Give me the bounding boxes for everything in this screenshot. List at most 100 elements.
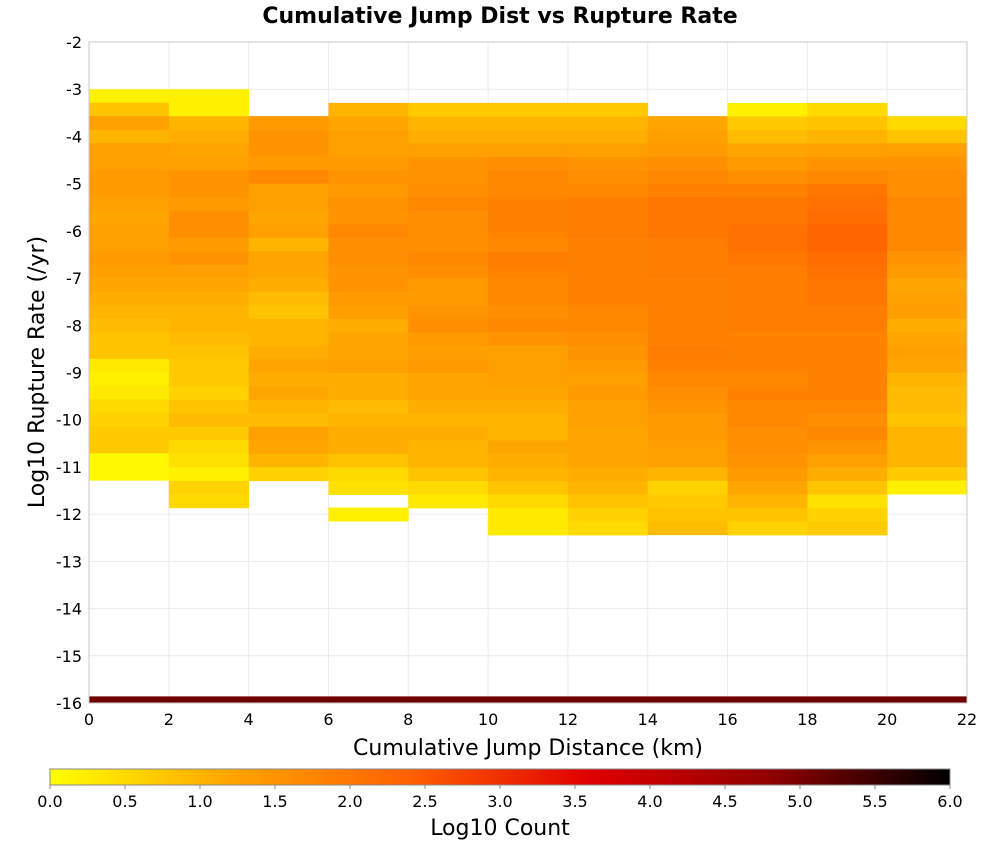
heatmap-cell <box>408 224 489 239</box>
heatmap-cell <box>89 426 170 441</box>
heatmap-cell <box>727 494 808 509</box>
heatmap-cell <box>408 480 489 495</box>
heatmap-cell <box>647 453 728 468</box>
heatmap-cell <box>727 102 808 117</box>
heatmap-cell <box>567 399 649 414</box>
heatmap-cell <box>807 305 888 320</box>
heatmap-cell <box>567 426 649 441</box>
x-tick-label: 14 <box>638 710 658 729</box>
heatmap-cell <box>887 156 968 171</box>
heatmap-cell <box>89 156 170 171</box>
heatmap-cell <box>727 386 808 401</box>
heatmap-cell <box>647 426 728 441</box>
x-tick-label: 16 <box>717 710 737 729</box>
heatmap-cell <box>727 521 808 536</box>
heatmap-cell <box>408 453 489 468</box>
heatmap-cell <box>647 143 728 158</box>
heatmap-cell <box>727 116 808 131</box>
heatmap-cell <box>408 332 489 347</box>
heatmap-cell <box>488 224 569 239</box>
heatmap-cell <box>248 332 329 347</box>
heatmap-cell <box>807 156 888 171</box>
y-tick-label: -11 <box>56 458 82 477</box>
heatmap-cell <box>727 251 808 266</box>
heatmap-cell <box>887 359 968 374</box>
y-tick-label: -12 <box>56 505 82 524</box>
heatmap-cell <box>727 372 808 387</box>
heatmap-cell <box>328 467 409 482</box>
x-tick-label: 18 <box>797 710 817 729</box>
heatmap-cell <box>807 440 888 455</box>
heatmap-cell <box>647 197 728 212</box>
y-tick-label: -2 <box>66 33 82 52</box>
heatmap-cell <box>727 278 808 293</box>
heatmap-cell <box>168 399 250 414</box>
heatmap-cell <box>168 372 250 387</box>
heatmap-cell <box>168 143 250 158</box>
heatmap-cell <box>567 480 649 495</box>
heatmap-cell <box>647 413 728 428</box>
y-tick-label: -16 <box>56 694 82 713</box>
heatmap-cell <box>807 372 888 387</box>
heatmap-cell <box>89 305 170 320</box>
heatmap-cell <box>408 318 489 333</box>
x-tick-label: 10 <box>478 710 498 729</box>
heatmap-cell <box>488 467 569 482</box>
heatmap-cell <box>488 372 569 387</box>
colorbar <box>49 768 951 786</box>
heatmap-cell <box>168 278 250 293</box>
heatmap-cell <box>567 305 649 320</box>
heatmap-cell <box>647 291 728 306</box>
heatmap-cell <box>887 170 968 185</box>
heatmap-cell <box>887 399 968 414</box>
heatmap-cell <box>328 210 409 225</box>
heatmap-cell <box>647 359 728 374</box>
heatmap-cell <box>89 183 170 198</box>
heatmap-cell <box>567 413 649 428</box>
heatmap-cell <box>89 170 170 185</box>
colorbar-tick-label: 1.0 <box>187 792 212 811</box>
heatmap-cell <box>168 359 250 374</box>
heatmap-cell <box>647 332 728 347</box>
heatmap-cell <box>248 156 329 171</box>
heatmap-cell <box>408 359 489 374</box>
heatmap-cell <box>328 318 409 333</box>
heatmap-cell <box>567 264 649 279</box>
heatmap-cell <box>807 508 888 522</box>
heatmap-cell <box>727 345 808 360</box>
heatmap-cell <box>89 399 170 414</box>
heatmap-cell <box>567 102 649 117</box>
heatmap-cell <box>887 467 968 482</box>
heatmap-cell <box>408 494 489 509</box>
heatmap-cell <box>807 116 888 131</box>
heatmap-cell <box>567 345 649 360</box>
colorbar-tick-label: 4.0 <box>637 792 662 811</box>
heatmap-cell <box>328 197 409 212</box>
x-tick-label: 2 <box>164 710 174 729</box>
colorbar-tick-label: 4.5 <box>712 792 737 811</box>
heatmap-cell <box>168 440 250 455</box>
x-tick-label: 20 <box>877 710 897 729</box>
heatmap-cell <box>647 318 728 333</box>
plot-frame <box>88 41 968 704</box>
y-axis-label: Log10 Rupture Rate (/yr) <box>25 236 50 508</box>
heatmap-cell <box>328 413 409 428</box>
heatmap-cell <box>488 453 569 468</box>
heatmap-cell <box>408 345 489 360</box>
y-tick-label: -15 <box>56 647 82 666</box>
heatmap-cell <box>567 116 649 131</box>
heatmap-cell <box>807 291 888 306</box>
heatmap-cell <box>328 224 409 239</box>
heatmap-cell <box>647 170 728 185</box>
heatmap-cell <box>89 439 170 454</box>
heatmap-cell <box>567 440 649 455</box>
heatmap-cell <box>168 413 250 428</box>
heatmap-cell <box>488 129 569 144</box>
heatmap-cell <box>647 251 728 266</box>
heatmap-cell <box>89 89 170 104</box>
heatmap-cell <box>727 237 808 252</box>
heatmap-cell <box>328 453 409 468</box>
chart-title: Cumulative Jump Dist vs Rupture Rate <box>262 4 737 29</box>
heatmap-cell <box>408 264 489 279</box>
heatmap-cell <box>887 345 968 360</box>
